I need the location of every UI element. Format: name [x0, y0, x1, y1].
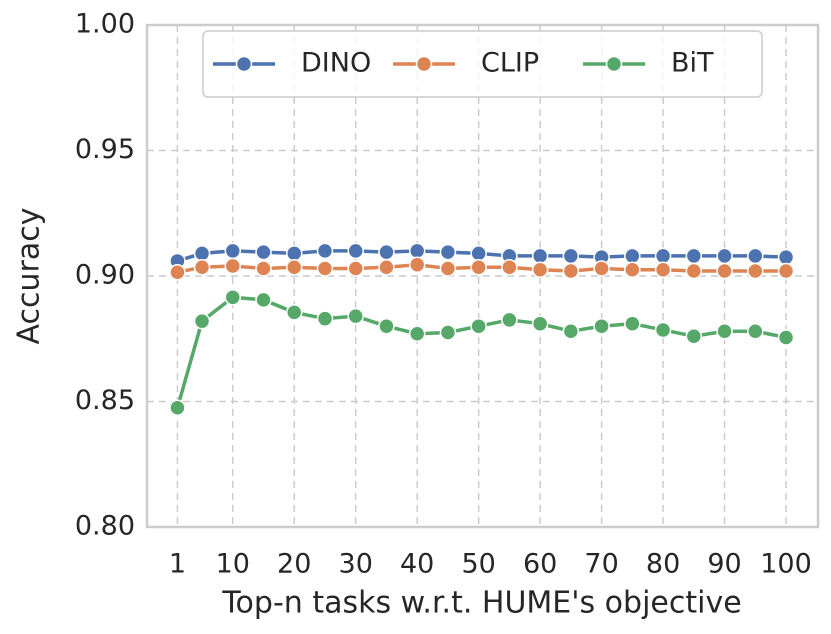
legend-marker: [415, 55, 433, 73]
data-point: [285, 304, 303, 321]
x-tick-label: 90: [707, 549, 741, 580]
data-point: [562, 247, 580, 265]
data-point: [378, 317, 395, 335]
data-point: [255, 291, 272, 309]
x-tick-label: 70: [584, 549, 618, 580]
x-tick-label: 50: [461, 549, 495, 580]
y-tick-label: 0.80: [75, 511, 135, 542]
data-point: [747, 322, 764, 340]
data-point: [777, 329, 795, 346]
y-tick-label: 0.95: [75, 134, 135, 165]
data-point: [169, 263, 186, 281]
data-point: [255, 243, 272, 261]
y-axis-label: Accuracy: [12, 208, 47, 345]
x-tick-label: 30: [339, 549, 373, 580]
data-point: [347, 242, 364, 260]
data-point: [777, 248, 795, 266]
data-point: [439, 324, 457, 341]
x-tick-label: 40: [400, 549, 434, 580]
y-tick-label: 0.90: [75, 260, 135, 291]
data-point: [716, 262, 733, 280]
data-point: [531, 261, 549, 278]
data-point: [562, 262, 580, 280]
data-point: [285, 245, 303, 262]
data-point: [747, 262, 764, 280]
data-point: [470, 317, 487, 335]
data-point: [685, 262, 703, 280]
x-tick-label: 1: [169, 549, 186, 580]
data-point: [716, 322, 733, 340]
data-point: [470, 245, 487, 262]
data-point: [470, 258, 487, 276]
legend-label: CLIP: [481, 48, 539, 79]
data-point: [169, 399, 186, 417]
data-point: [347, 260, 364, 277]
data-point: [654, 261, 672, 278]
data-point: [408, 242, 426, 260]
data-point: [316, 242, 334, 260]
data-point: [654, 247, 672, 265]
data-point: [624, 315, 641, 332]
data-point: [378, 258, 395, 276]
data-point: [747, 247, 764, 265]
data-point: [224, 289, 242, 306]
data-point: [716, 247, 733, 265]
legend-label: DINO: [301, 48, 371, 79]
data-point: [316, 310, 334, 327]
x-tick-label: 80: [646, 549, 680, 580]
data-point: [593, 317, 610, 335]
data-point: [378, 243, 395, 261]
data-point: [562, 322, 580, 340]
data-point: [531, 315, 549, 332]
data-point: [777, 262, 795, 280]
data-point: [654, 321, 672, 339]
data-point: [224, 242, 242, 260]
data-point: [439, 243, 457, 261]
legend-marker: [605, 55, 623, 73]
data-point: [501, 258, 518, 276]
legend-marker: [235, 55, 253, 73]
x-tick-label: 10: [216, 549, 250, 580]
x-tick-label: 100: [760, 549, 812, 580]
data-point: [439, 260, 457, 277]
y-tick-label: 0.85: [75, 385, 135, 416]
data-point: [193, 312, 211, 330]
y-tick-label: 1.00: [75, 9, 135, 40]
legend-label: BiT: [671, 48, 714, 79]
x-tick-label: 20: [277, 549, 311, 580]
data-point: [685, 247, 703, 265]
data-point: [408, 325, 426, 342]
data-point: [593, 260, 610, 277]
data-point: [531, 247, 549, 265]
data-point: [193, 245, 211, 262]
data-point: [624, 261, 641, 278]
data-point: [285, 258, 303, 276]
data-point: [193, 258, 211, 276]
data-point: [316, 260, 334, 277]
data-point: [224, 257, 242, 275]
data-point: [685, 327, 703, 345]
x-axis-label: Top-n tasks w.r.t. HUME's objective: [221, 586, 741, 621]
data-point: [624, 247, 641, 265]
data-point: [501, 311, 518, 329]
data-point: [347, 307, 364, 325]
data-point: [255, 260, 272, 277]
data-point: [408, 256, 426, 273]
x-tick-label: 60: [523, 549, 557, 580]
legend-box: [202, 30, 763, 98]
